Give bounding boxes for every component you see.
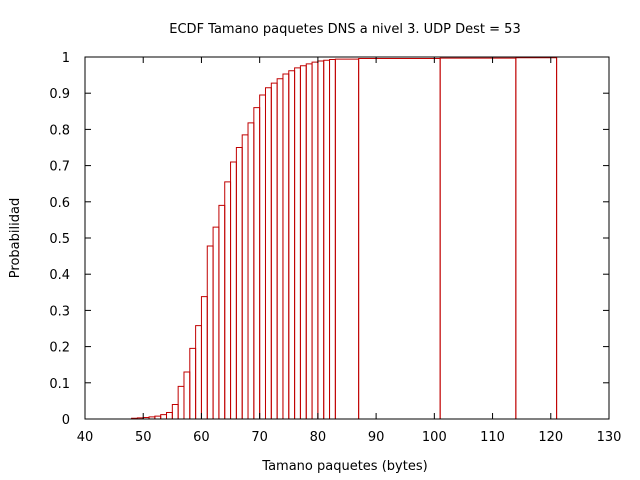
- y-tick-label-4: 0.4: [49, 268, 70, 283]
- y-tick-label-6: 0.6: [49, 196, 70, 211]
- ecdf-step-61: [206, 245, 214, 419]
- x-tick-label-40: 40: [77, 430, 94, 445]
- y-tick-label-1: 0.1: [49, 377, 70, 392]
- ecdf-step-79: [311, 61, 319, 419]
- ecdf-step-64: [224, 181, 232, 419]
- y-axis-label: Probabilidad: [8, 198, 23, 278]
- y-tick-label-2: 0.2: [49, 341, 70, 356]
- x-tick-label-130: 130: [597, 430, 622, 445]
- ecdf-step-54: [166, 411, 173, 419]
- ecdf-steps: [131, 57, 558, 419]
- y-tick-label-8: 0.8: [49, 123, 70, 138]
- x-tick-label-90: 90: [368, 430, 385, 445]
- ecdf-step-72: [270, 82, 278, 419]
- ecdf-step-60: [200, 296, 208, 419]
- ecdf-step-78: [305, 63, 313, 419]
- ecdf-step-67: [241, 134, 249, 419]
- ecdf-step-58: [189, 347, 197, 419]
- x-tick-label-80: 80: [310, 430, 327, 445]
- ecdf-step-75: [288, 70, 296, 419]
- ecdf-step-71: [264, 87, 272, 419]
- ecdf-step-65: [230, 161, 237, 419]
- ecdf-step-63: [218, 204, 226, 419]
- x-tick-label-120: 120: [538, 430, 563, 445]
- y-tick-label-7: 0.7: [49, 160, 70, 175]
- ecdf-step-69: [253, 107, 261, 419]
- ecdf-step-114: [515, 57, 558, 419]
- ecdf-step-74: [282, 73, 290, 419]
- ecdf-step-101: [439, 57, 517, 419]
- ecdf-step-87: [358, 57, 441, 419]
- y-tick-label-0: 0: [62, 413, 70, 428]
- ecdf-step-57: [183, 371, 191, 419]
- ecdf-step-82: [329, 59, 336, 419]
- ecdf-step-73: [276, 78, 284, 419]
- y-tick-label-5: 0.5: [49, 232, 70, 247]
- ecdf-step-81: [323, 59, 331, 419]
- x-axis-label: Tamano paquetes (bytes): [261, 459, 427, 474]
- x-tick-label-70: 70: [251, 430, 268, 445]
- axis-ticks: 40 50 60 70 80 90 100 110 120 130 0 0.1 0.2 0.3 0.4 0.5…: [49, 51, 621, 445]
- ecdf-step-55: [171, 404, 179, 419]
- plot-frame: [84, 56, 610, 420]
- x-tick-label-100: 100: [422, 430, 447, 445]
- y-tick-label-9: 0.9: [49, 87, 70, 102]
- x-tick-label-60: 60: [193, 430, 210, 445]
- ecdf-step-62: [212, 226, 220, 419]
- ecdf-step-83: [334, 58, 360, 419]
- chart-title: ECDF Tamano paquetes DNS a nivel 3. UDP …: [169, 22, 520, 37]
- ecdf-step-53: [160, 414, 168, 419]
- x-tick-label-110: 110: [480, 430, 505, 445]
- ecdf-step-56: [177, 385, 185, 419]
- ecdf-step-76: [294, 67, 301, 419]
- ecdf-step-80: [317, 60, 325, 419]
- ecdf-step-77: [299, 65, 307, 419]
- ecdf-step-70: [259, 94, 266, 419]
- ecdf-step-59: [195, 325, 202, 419]
- x-tick-label-50: 50: [135, 430, 152, 445]
- ecdf-step-68: [247, 122, 255, 419]
- y-tick-label-10: 1: [62, 51, 70, 66]
- y-tick-label-3: 0.3: [49, 304, 70, 319]
- ecdf-step-66: [235, 147, 243, 419]
